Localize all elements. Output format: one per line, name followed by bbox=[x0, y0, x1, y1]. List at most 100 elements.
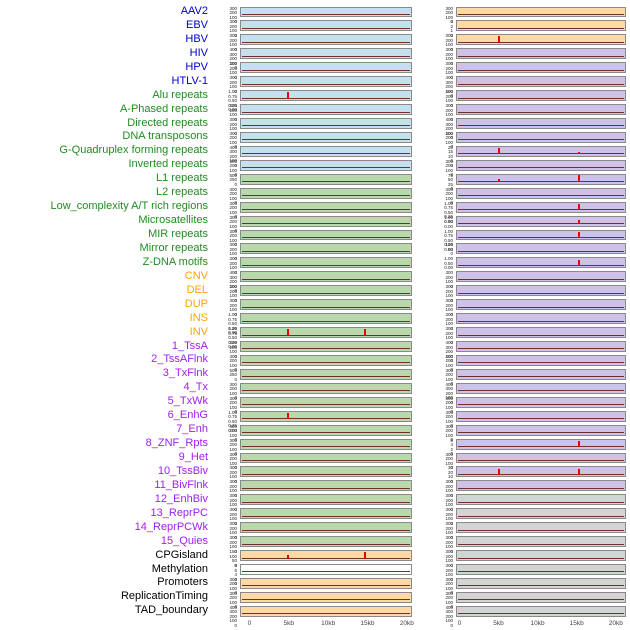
y-tick-label: 0 bbox=[234, 506, 237, 512]
track-panel-left bbox=[240, 382, 412, 394]
y-tick-label: 0 bbox=[234, 437, 237, 443]
y-tick-label: 0 bbox=[450, 297, 453, 303]
y-tick-label: 200 bbox=[445, 135, 453, 141]
y-axis-ticks-right: 300 200 100 0 bbox=[426, 409, 456, 428]
y-tick-label: 200 bbox=[229, 153, 237, 159]
y-tick-label: 400 bbox=[445, 381, 453, 387]
track-panel-right bbox=[456, 243, 626, 255]
y-tick-label: 300 bbox=[229, 479, 237, 485]
y-tick-label: 200 bbox=[445, 330, 453, 336]
column-gap bbox=[412, 200, 426, 214]
track-row: TAD_boundary 400 300 200 100 0 400 300 200 100 0 bbox=[0, 604, 630, 627]
y-tick-label: 100 bbox=[445, 362, 453, 368]
y-tick-label: 300 bbox=[445, 395, 453, 401]
track-row: L1 repeats 500 250 0 75 50 25 0 bbox=[0, 172, 630, 191]
column-gap bbox=[412, 298, 426, 312]
track-label: CNV bbox=[184, 269, 208, 282]
y-tick-label: 300 bbox=[229, 451, 237, 457]
y-axis-ticks-right: 400 300 200 100 0 bbox=[426, 340, 456, 362]
column-gap bbox=[412, 395, 426, 409]
y-tick-label: 200 bbox=[445, 51, 453, 57]
y-axis-ticks-left: 300 200 100 0 bbox=[214, 186, 240, 205]
y-axis-ticks-right: 300 200 100 0 bbox=[426, 479, 456, 498]
signal-baseline bbox=[458, 348, 624, 350]
y-tick-label: 1.00 bbox=[228, 89, 237, 95]
signal-baseline bbox=[458, 292, 624, 294]
y-axis-ticks-right: 300 200 100 0 bbox=[426, 103, 456, 122]
y-tick-label: 200 bbox=[229, 428, 237, 434]
y-axis-ticks-right: 300 200 100 0 bbox=[426, 326, 456, 345]
track-row: Directed repeats 300 200 100 0 400 300 200 100 0 bbox=[0, 117, 630, 140]
y-tick-label: 100 bbox=[445, 432, 453, 438]
y-tick-label: 0.50 bbox=[228, 418, 237, 424]
y-tick-label: 500 bbox=[229, 367, 237, 373]
track-label: TAD_boundary bbox=[134, 604, 208, 617]
y-tick-label: 100 bbox=[445, 376, 453, 382]
track-panel-left bbox=[240, 424, 412, 436]
y-tick-label: 300 bbox=[445, 270, 453, 276]
y-tick-label: 0 bbox=[234, 65, 237, 71]
y-tick-label: 300 bbox=[445, 47, 453, 53]
track-panel-left bbox=[240, 76, 412, 88]
column-gap bbox=[412, 493, 426, 507]
y-axis-ticks-left: 400 300 200 100 0 bbox=[214, 47, 240, 70]
y-tick-label: 300 bbox=[445, 549, 453, 555]
y-tick-label: 100 bbox=[229, 390, 237, 396]
y-tick-label: 100 bbox=[229, 70, 237, 76]
y-tick-label: 200 bbox=[229, 260, 237, 266]
column-gap bbox=[412, 33, 426, 47]
track-row: EBV 300 200 100 0 3 2 1 0 bbox=[0, 18, 630, 37]
y-tick-label: 200 bbox=[229, 23, 237, 29]
track-label: 7_Enh bbox=[176, 423, 208, 436]
y-tick-label: 20 bbox=[447, 144, 453, 150]
y-tick-label: 0 bbox=[234, 581, 237, 586]
y-tick-label: 0 bbox=[234, 520, 237, 526]
signal-baseline bbox=[242, 250, 410, 252]
y-axis-ticks-left: 1.00 0.75 0.50 0.25 0.00 bbox=[214, 409, 240, 432]
y-tick-label: 200 bbox=[229, 344, 237, 350]
y-axis-ticks-right: 300 200 100 0 bbox=[426, 563, 456, 581]
track-panel-left bbox=[240, 522, 412, 534]
signal-baseline bbox=[242, 404, 410, 406]
y-tick-label: 0 bbox=[450, 102, 453, 108]
spike-marker bbox=[577, 440, 580, 447]
y-tick-label: 100 bbox=[445, 98, 453, 104]
signal-baseline bbox=[458, 599, 624, 601]
track-label: Mirror repeats bbox=[139, 241, 208, 254]
signal-baseline bbox=[458, 195, 624, 197]
y-tick-label: 0 bbox=[234, 409, 237, 415]
track-panel-right bbox=[456, 508, 626, 520]
signal-baseline bbox=[458, 27, 624, 29]
signal-baseline bbox=[458, 571, 624, 573]
y-tick-label: 200 bbox=[445, 358, 453, 364]
track-panel-right bbox=[456, 368, 626, 380]
track-label: HTLV-1 bbox=[171, 74, 208, 87]
track-panel-left bbox=[240, 480, 412, 492]
y-tick-label: 2 bbox=[450, 23, 453, 29]
track-label: EBV bbox=[185, 18, 208, 31]
y-tick-label: 200 bbox=[445, 595, 453, 601]
signal-baseline bbox=[458, 264, 624, 266]
signal-baseline bbox=[242, 571, 410, 573]
signal-baseline bbox=[242, 83, 410, 85]
y-tick-label: 0.25 bbox=[444, 214, 453, 220]
y-tick-label: 0.50 bbox=[444, 237, 453, 243]
track-row: 15_Quies 300 200 100 0 300 200 100 0 bbox=[0, 534, 630, 554]
y-axis-ticks-right: 400 300 200 100 0 bbox=[426, 75, 456, 98]
track-panel-right bbox=[456, 564, 626, 575]
y-axis-ticks-right: 300 200 100 0 bbox=[426, 535, 456, 554]
column-gap bbox=[412, 284, 426, 298]
track-row: G-Quadruplex forming repeats 400 300 200 100… bbox=[0, 144, 630, 167]
track-label: 15_Quies bbox=[160, 534, 208, 547]
y-tick-label: 300 bbox=[445, 284, 453, 290]
signal-baseline bbox=[458, 334, 624, 336]
y-axis-ticks-right: 300 200 100 0 bbox=[426, 549, 456, 568]
y-tick-label: 0 bbox=[234, 144, 237, 150]
y-tick-label: 100 bbox=[229, 237, 237, 243]
y-tick-label: 0 bbox=[450, 409, 453, 415]
track-panel-left bbox=[240, 591, 412, 603]
x-axis-label: 20kb bbox=[608, 619, 623, 627]
track-panel-left bbox=[240, 577, 412, 589]
